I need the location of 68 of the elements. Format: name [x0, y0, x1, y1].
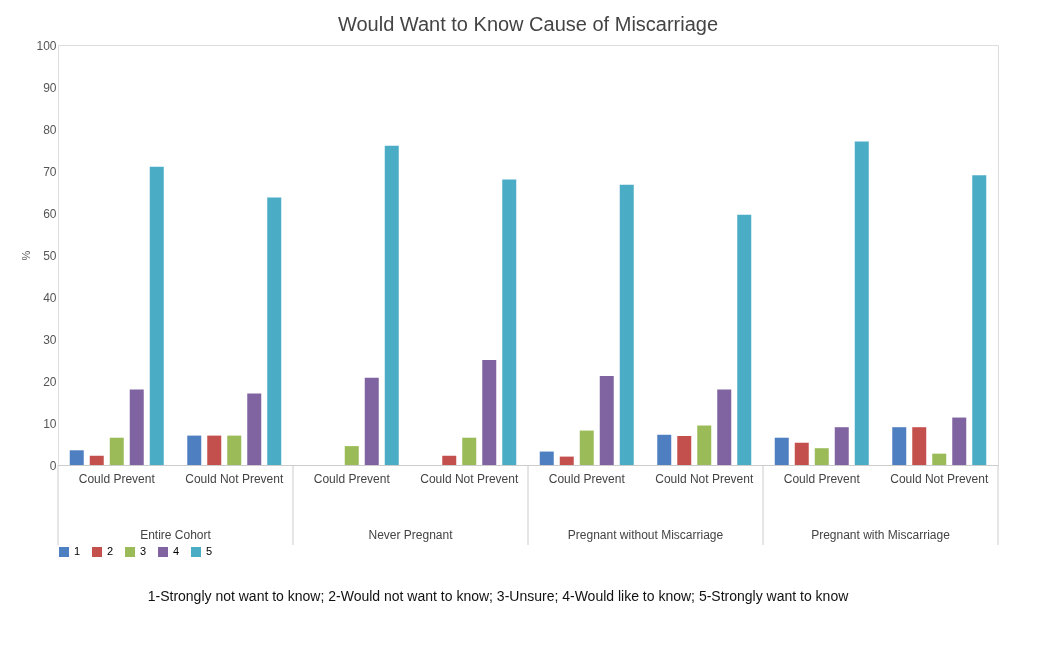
bar: [774, 437, 789, 465]
x-tick-label: Could Prevent: [313, 471, 391, 486]
y-tick-label: 20: [43, 374, 57, 389]
bar: [227, 435, 242, 465]
legend-label: 4: [173, 545, 180, 557]
bar: [109, 437, 124, 465]
bar: [442, 455, 457, 465]
bar: [912, 427, 927, 465]
bar: [854, 141, 869, 465]
bar: [207, 435, 222, 465]
bar: [539, 451, 554, 465]
bar: [599, 375, 614, 465]
bar: [737, 214, 752, 465]
x-tick-label: Could Not Prevent: [185, 471, 284, 486]
bar: [892, 427, 907, 465]
bar: [834, 427, 849, 465]
text: Pregnant with Miscarriage: [811, 528, 951, 542]
y-axis-title: %: [20, 250, 33, 261]
bar: [69, 450, 84, 465]
y-tick-label: 30: [43, 332, 57, 347]
bar: [952, 417, 967, 465]
legend-label: 1: [74, 545, 81, 557]
bar: [344, 446, 359, 465]
bar: [677, 436, 692, 465]
y-tick-label: 60: [43, 206, 57, 221]
bar: [794, 442, 809, 465]
text: Pregnant without Miscarriage: [567, 528, 724, 542]
bar: [187, 435, 202, 465]
y-tick-label: 70: [43, 164, 57, 179]
x-tick-label: Could Prevent: [548, 471, 626, 486]
bar: [717, 389, 732, 465]
x-tick-label: Could Prevent: [78, 471, 156, 486]
bar: [657, 434, 672, 465]
bar: [932, 453, 947, 465]
text: Entire Cohort: [140, 528, 212, 542]
bar: [89, 455, 104, 465]
bar: [814, 448, 829, 465]
bar: [502, 179, 517, 465]
y-tick-label: 80: [43, 122, 57, 137]
bar: [129, 389, 144, 465]
bar: [559, 456, 574, 465]
text: Never Pregnant: [368, 528, 454, 542]
bar: [482, 360, 497, 465]
bar: [247, 393, 262, 465]
bar: [384, 145, 399, 465]
bar: [462, 437, 477, 465]
x-tick-label: Could Not Prevent: [890, 471, 989, 486]
bar: [579, 430, 594, 465]
bar: [972, 175, 987, 465]
x-tick-label: Could Prevent: [783, 471, 861, 486]
y-tick-label: 50: [43, 248, 57, 263]
x-tick-label: Could Not Prevent: [420, 471, 519, 486]
bar: [267, 197, 282, 465]
y-tick-label: 90: [43, 80, 57, 95]
y-tick-label: 0: [49, 458, 57, 473]
y-tick-label: 40: [43, 290, 57, 305]
chart-title: Would Want to Know Cause of Miscarriage: [337, 13, 719, 35]
y-tick-label: 10: [43, 416, 57, 431]
bar: [697, 425, 712, 465]
legend-label: 3: [140, 545, 147, 557]
bar: [149, 166, 164, 465]
y-tick-label: 100: [36, 38, 57, 53]
x-tick-label: Could Not Prevent: [655, 471, 754, 486]
bar: [619, 184, 634, 465]
legend-label: 5: [206, 545, 213, 557]
bar: [364, 377, 379, 465]
text: 1-Strongly not want to know; 2-Would not want to know; 3-Unsure; 4-Would like to know; 5-Strongly want to know: [147, 588, 850, 604]
legend-label: 2: [107, 545, 114, 557]
